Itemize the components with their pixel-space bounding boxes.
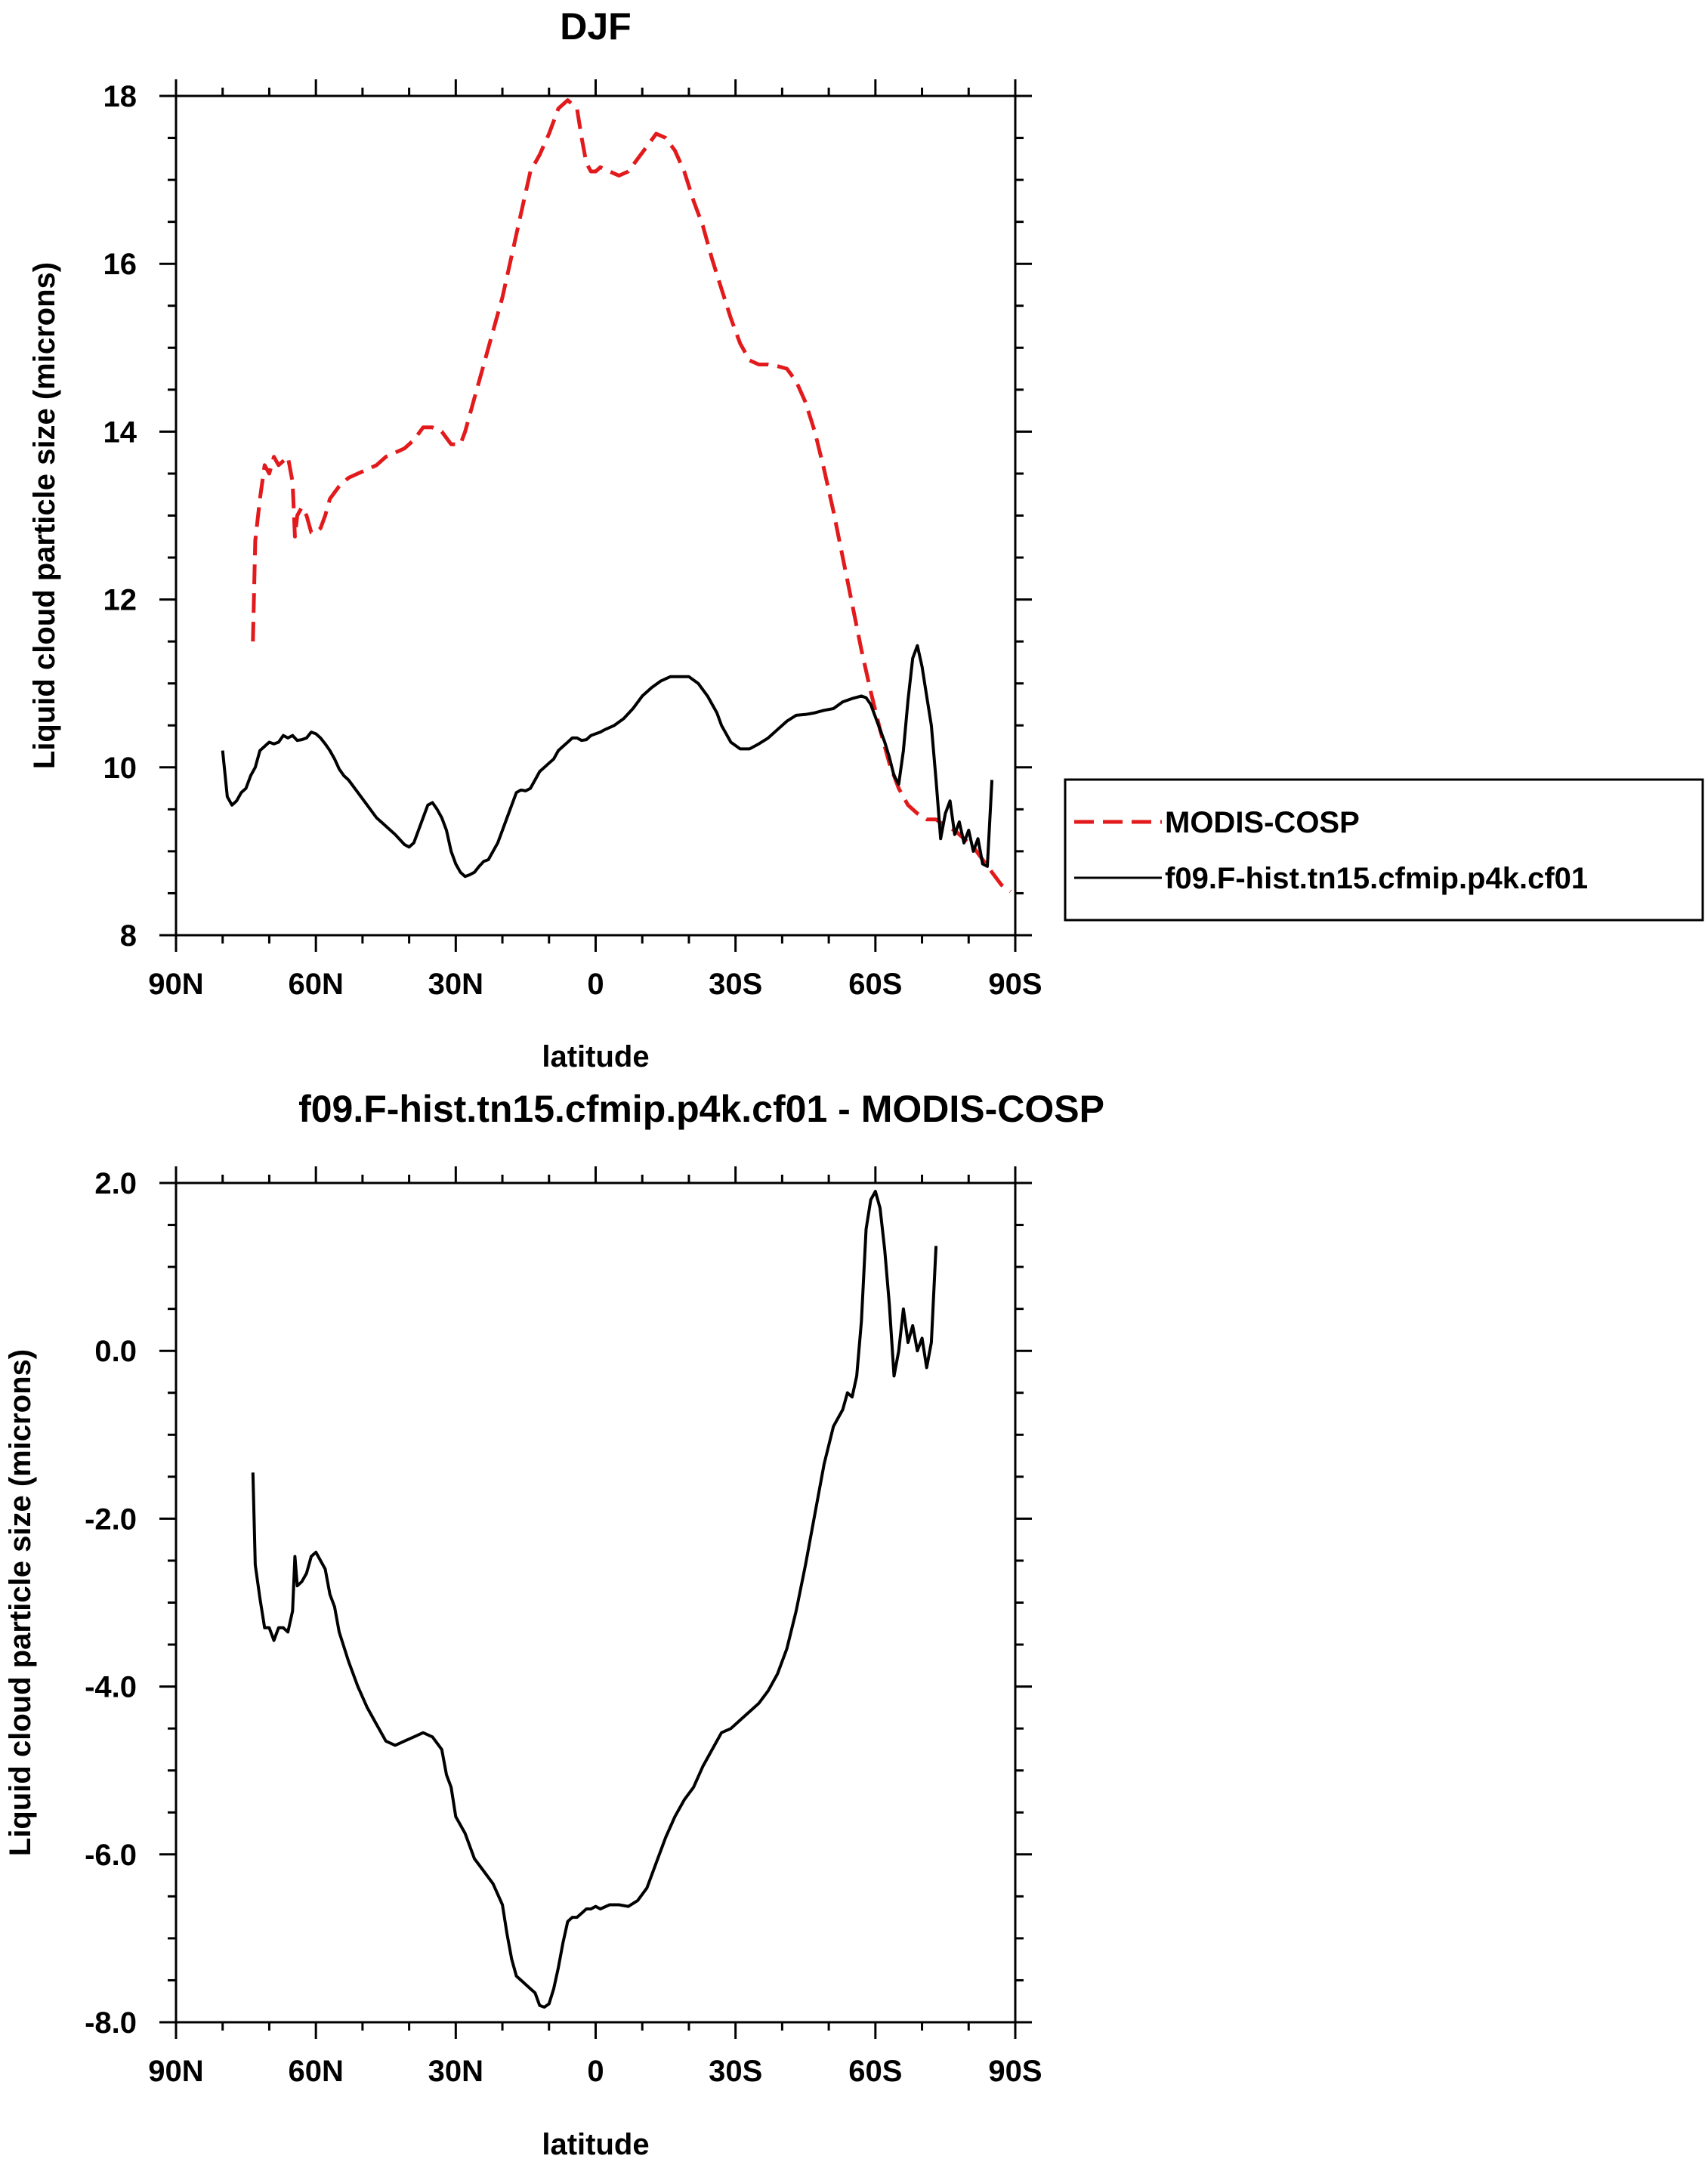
y-tick-label: 2.0 xyxy=(94,1167,137,1200)
x-tick-label: 90N xyxy=(148,968,203,1001)
x-tick-label: 60N xyxy=(288,968,343,1001)
plot-frame xyxy=(175,94,1017,937)
tick-marks xyxy=(159,79,1032,952)
x-tick-label: 30S xyxy=(709,968,762,1001)
tick-labels: 90N 60N 30N 0 30S 60S 90S 8 10 12 14 16 18 xyxy=(103,80,1042,1001)
series-group xyxy=(221,98,1012,894)
x-tick-label: 0 xyxy=(587,2055,604,2088)
x-tick-label: 0 xyxy=(587,968,604,1001)
x-tick-label: 90S xyxy=(988,968,1042,1001)
y-axis-label: Liquid cloud particle size (microns) xyxy=(4,1349,37,1856)
y-tick-label: 14 xyxy=(103,415,137,449)
legend: MODIS-COSP f09.F-hist.tn15.cfmip.p4k.cf0… xyxy=(1064,778,1704,922)
y-tick-label: 0.0 xyxy=(94,1335,137,1368)
y-tick-label: -6.0 xyxy=(85,1839,137,1872)
y-axis-label: Liquid cloud particle size (microns) xyxy=(28,262,61,769)
legend-box xyxy=(1064,778,1704,922)
x-tick-label: 60N xyxy=(288,2055,343,2088)
y-tick-label: 8 xyxy=(120,919,137,953)
y-tick-label: -8.0 xyxy=(85,2006,137,2040)
legend-label-model: f09.F-hist.tn15.cfmip.p4k.cf01 xyxy=(1165,862,1588,895)
y-tick-label: -2.0 xyxy=(85,1503,137,1536)
x-tick-label: 90N xyxy=(148,2055,203,2088)
x-tick-label: 30S xyxy=(709,2055,762,2088)
x-tick-label: 90S xyxy=(988,2055,1042,2088)
legend-label-modis: MODIS-COSP xyxy=(1165,806,1360,839)
series-line xyxy=(251,1190,938,2009)
x-axis-label: latitude xyxy=(542,2128,649,2161)
chart-title: DJF xyxy=(560,5,631,48)
panel-djf: DJF Liquid cloud particle size (microns)… xyxy=(28,5,1704,1073)
series-group xyxy=(251,1190,938,2009)
x-tick-label: 60S xyxy=(848,968,902,1001)
y-tick-label: 10 xyxy=(103,752,137,785)
panel-difference: f09.F-hist.tn15.cfmip.p4k.cf01 - MODIS-C… xyxy=(4,1088,1104,2161)
x-axis-label: latitude xyxy=(542,1040,649,1073)
y-tick-label: 12 xyxy=(103,584,137,617)
x-tick-label: 30N xyxy=(428,2055,483,2088)
y-tick-label: -4.0 xyxy=(85,1671,137,1704)
series-line xyxy=(221,644,994,879)
chart-title: f09.F-hist.tn15.cfmip.p4k.cf01 - MODIS-C… xyxy=(298,1088,1104,1130)
y-tick-label: 16 xyxy=(103,248,137,281)
x-tick-label: 30N xyxy=(428,968,483,1001)
x-tick-label: 60S xyxy=(848,2055,902,2088)
tick-labels: 90N 60N 30N 0 30S 60S 90S -8.0 -6.0 -4.0 -2.0 0.0 2.… xyxy=(85,1167,1042,2088)
tick-marks xyxy=(159,1166,1032,2039)
y-tick-label: 18 xyxy=(103,80,137,113)
series-line xyxy=(251,98,1012,894)
